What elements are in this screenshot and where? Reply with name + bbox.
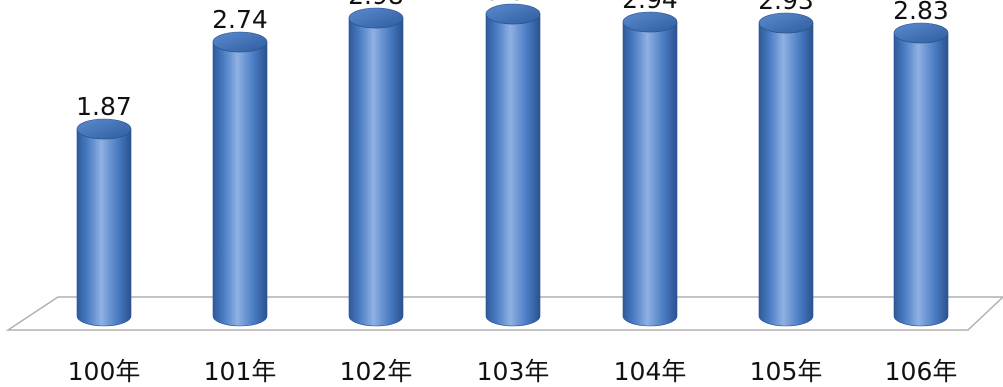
chart-floor-plane	[5, 296, 1003, 331]
bar-cap	[758, 12, 814, 34]
bar-body	[212, 41, 268, 327]
bar-5	[758, 12, 814, 327]
category-label-4: 104年	[614, 357, 687, 386]
bar-body	[348, 17, 404, 327]
bar-3	[485, 3, 541, 327]
category-label-1: 101年	[204, 357, 277, 386]
bar-cap	[348, 7, 404, 29]
bar-body	[76, 128, 132, 327]
bar-body	[485, 13, 541, 327]
category-labels-group: 100年 101年 102年 103年 104年 105年 106年	[68, 357, 958, 386]
bar-0	[76, 118, 132, 327]
category-label-6: 106年	[885, 357, 958, 386]
category-label-0: 100年	[68, 357, 141, 386]
value-label-6: 2.83	[893, 0, 949, 25]
bar-body	[758, 22, 814, 327]
bar-cap	[76, 118, 132, 140]
bar-cap	[622, 11, 678, 33]
bars-group	[76, 3, 949, 327]
category-label-3: 103年	[477, 357, 550, 386]
bar-cap	[485, 3, 541, 25]
bar-cap	[212, 31, 268, 53]
category-label-5: 105年	[750, 357, 823, 386]
value-label-4: 2.94	[622, 0, 678, 14]
bar-6	[893, 22, 949, 327]
bar-1	[212, 31, 268, 327]
category-label-2: 102年	[340, 357, 413, 386]
bar-body	[893, 32, 949, 327]
value-label-2: 2.98	[348, 0, 404, 10]
value-label-0: 1.87	[76, 92, 132, 121]
value-labels-group: 1.87 2.74 2.98 3.02 2.94 2.93 2.83	[76, 0, 949, 121]
value-label-1: 2.74	[212, 5, 268, 34]
bar-body	[622, 21, 678, 327]
value-label-5: 2.93	[758, 0, 814, 15]
chart-floor	[5, 296, 1003, 331]
bar-2	[348, 7, 404, 327]
bar-4	[622, 11, 678, 327]
value-label-3: 3.02	[485, 0, 541, 6]
bar-cap	[893, 22, 949, 44]
